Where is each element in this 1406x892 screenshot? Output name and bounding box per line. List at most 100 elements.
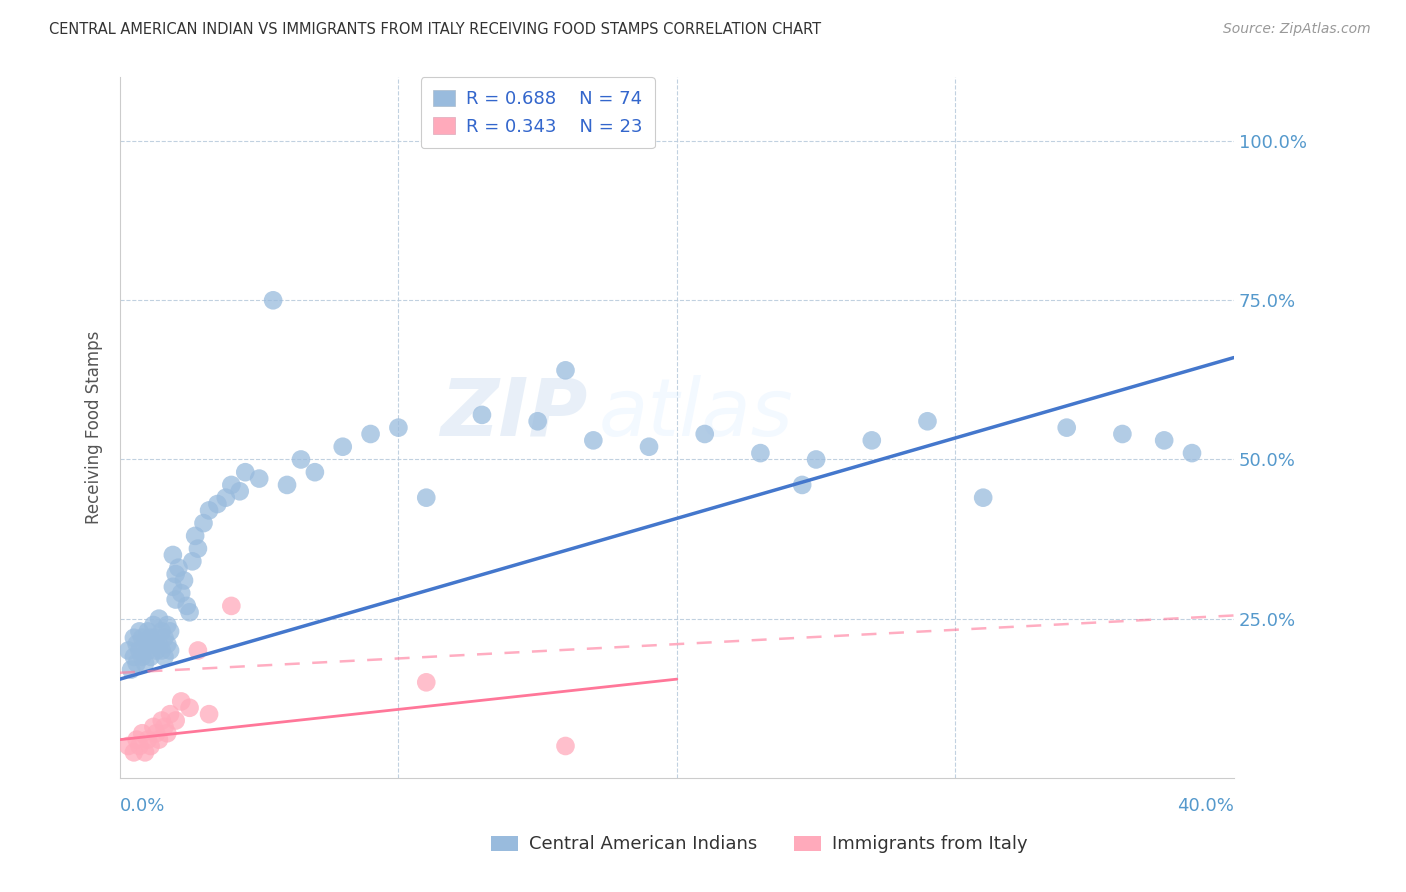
Point bbox=[215, 491, 238, 505]
Point bbox=[167, 560, 190, 574]
Point bbox=[122, 649, 145, 664]
Point bbox=[187, 541, 209, 556]
Point bbox=[387, 420, 409, 434]
Point bbox=[198, 503, 221, 517]
Point bbox=[125, 732, 148, 747]
Point bbox=[221, 599, 243, 613]
Point bbox=[247, 472, 270, 486]
Point bbox=[128, 739, 150, 753]
Point bbox=[173, 574, 195, 588]
Point bbox=[153, 720, 176, 734]
Point bbox=[134, 637, 156, 651]
Point bbox=[693, 427, 716, 442]
Point bbox=[122, 745, 145, 759]
Point bbox=[792, 478, 814, 492]
Point bbox=[972, 491, 994, 505]
Point bbox=[804, 452, 827, 467]
Point bbox=[917, 414, 939, 428]
Point bbox=[582, 434, 605, 448]
Point bbox=[150, 643, 173, 657]
Point bbox=[156, 726, 179, 740]
Point bbox=[159, 707, 181, 722]
Point bbox=[145, 726, 167, 740]
Point bbox=[165, 567, 187, 582]
Point bbox=[159, 624, 181, 639]
Point bbox=[860, 434, 883, 448]
Point bbox=[415, 675, 437, 690]
Point bbox=[145, 631, 167, 645]
Point bbox=[233, 465, 256, 479]
Text: CENTRAL AMERICAN INDIAN VS IMMIGRANTS FROM ITALY RECEIVING FOOD STAMPS CORRELATI: CENTRAL AMERICAN INDIAN VS IMMIGRANTS FR… bbox=[49, 22, 821, 37]
Point bbox=[176, 599, 198, 613]
Text: Source: ZipAtlas.com: Source: ZipAtlas.com bbox=[1223, 22, 1371, 37]
Y-axis label: Receiving Food Stamps: Receiving Food Stamps bbox=[86, 331, 103, 524]
Point bbox=[554, 363, 576, 377]
Point bbox=[142, 637, 165, 651]
Point bbox=[150, 624, 173, 639]
Point bbox=[290, 452, 312, 467]
Point bbox=[1056, 420, 1078, 434]
Point bbox=[150, 714, 173, 728]
Point bbox=[262, 293, 284, 308]
Point bbox=[228, 484, 250, 499]
Point bbox=[153, 631, 176, 645]
Point bbox=[304, 465, 326, 479]
Point bbox=[136, 643, 159, 657]
Point bbox=[125, 637, 148, 651]
Point bbox=[1111, 427, 1133, 442]
Point bbox=[526, 414, 548, 428]
Point bbox=[148, 612, 170, 626]
Point bbox=[153, 649, 176, 664]
Point bbox=[181, 554, 204, 568]
Point bbox=[749, 446, 772, 460]
Point bbox=[117, 739, 139, 753]
Point bbox=[1181, 446, 1204, 460]
Point bbox=[1153, 434, 1175, 448]
Point bbox=[131, 649, 153, 664]
Point bbox=[179, 700, 201, 714]
Point bbox=[162, 548, 184, 562]
Point bbox=[128, 624, 150, 639]
Text: 40.0%: 40.0% bbox=[1177, 797, 1234, 815]
Point bbox=[139, 739, 162, 753]
Point bbox=[471, 408, 494, 422]
Point bbox=[554, 739, 576, 753]
Point bbox=[165, 714, 187, 728]
Point bbox=[638, 440, 661, 454]
Point bbox=[139, 631, 162, 645]
Point bbox=[360, 427, 382, 442]
Point bbox=[136, 624, 159, 639]
Point bbox=[134, 745, 156, 759]
Point bbox=[162, 580, 184, 594]
Legend: Central American Indians, Immigrants from Italy: Central American Indians, Immigrants fro… bbox=[484, 829, 1035, 861]
Point bbox=[122, 631, 145, 645]
Point bbox=[276, 478, 298, 492]
Point bbox=[207, 497, 229, 511]
Point bbox=[156, 637, 179, 651]
Point bbox=[415, 491, 437, 505]
Point bbox=[148, 732, 170, 747]
Point bbox=[136, 732, 159, 747]
Point bbox=[170, 694, 193, 708]
Point bbox=[117, 643, 139, 657]
Text: ZIP: ZIP bbox=[440, 375, 588, 452]
Point bbox=[142, 618, 165, 632]
Point bbox=[134, 657, 156, 671]
Point bbox=[170, 586, 193, 600]
Point bbox=[145, 643, 167, 657]
Text: atlas: atlas bbox=[599, 375, 793, 452]
Point bbox=[193, 516, 215, 530]
Point bbox=[125, 657, 148, 671]
Point bbox=[179, 605, 201, 619]
Point bbox=[139, 649, 162, 664]
Point bbox=[148, 637, 170, 651]
Point bbox=[165, 592, 187, 607]
Point bbox=[156, 618, 179, 632]
Point bbox=[142, 720, 165, 734]
Point bbox=[131, 631, 153, 645]
Point bbox=[128, 643, 150, 657]
Legend: R = 0.688    N = 74, R = 0.343    N = 23: R = 0.688 N = 74, R = 0.343 N = 23 bbox=[420, 78, 655, 148]
Point bbox=[332, 440, 354, 454]
Text: 0.0%: 0.0% bbox=[120, 797, 166, 815]
Point bbox=[187, 643, 209, 657]
